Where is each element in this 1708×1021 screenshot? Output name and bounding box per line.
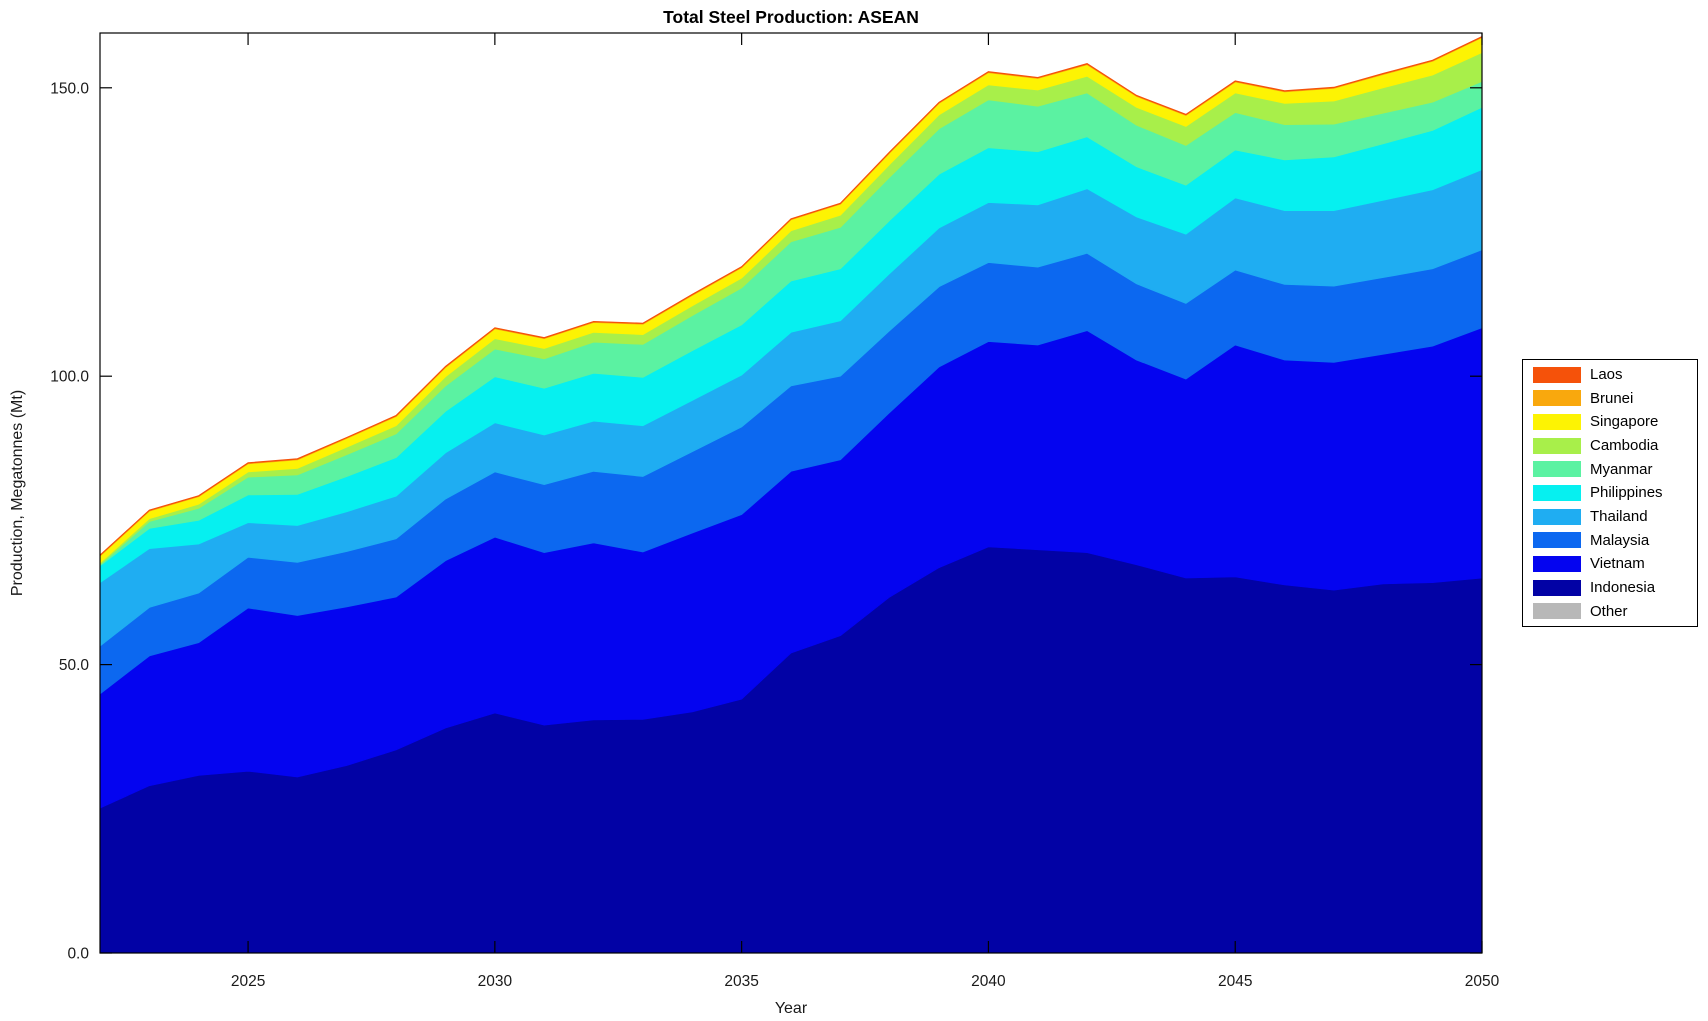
legend-item-cambodia: Cambodia [1523,435,1697,457]
legend-item-brunei: Brunei [1523,387,1697,409]
legend-label: Vietnam [1590,555,1645,573]
legend-label: Indonesia [1590,579,1656,597]
legend-label: Philippines [1590,484,1663,502]
legend-item-thailand: Thailand [1523,506,1697,528]
stacked-areas [99,35,1483,954]
legend-item-malaysia: Malaysia [1523,529,1697,551]
y-tick-label: 0.0 [67,946,89,963]
legend-label: Other [1590,602,1628,620]
legend-label: Malaysia [1590,531,1650,549]
legend-item-indonesia: Indonesia [1523,577,1697,599]
x-tick-label: 2050 [1465,973,1500,990]
legend-swatch [1533,437,1581,454]
x-tick-label: 2030 [478,973,513,990]
y-tick-label: 50.0 [59,657,90,674]
legend-swatch [1533,366,1581,383]
x-tick-label: 2025 [231,973,265,990]
legend-swatch [1533,508,1581,525]
x-tick-label: 2040 [971,973,1006,990]
chart-title: Total Steel Production: ASEAN [663,7,919,27]
legend-label: Laos [1590,366,1623,384]
legend-label: Brunei [1590,389,1634,407]
x-tick-label: 2035 [724,973,758,990]
legend-label: Singapore [1590,413,1659,431]
y-tick-label: 150.0 [50,80,89,97]
legend-item-myanmar: Myanmar [1523,458,1697,480]
x-axis-label: Year [775,1000,808,1017]
legend-label: Myanmar [1590,460,1653,478]
legend-item-philippines: Philippines [1523,482,1697,504]
legend-swatch [1533,579,1581,596]
legend-swatch [1533,484,1581,501]
plot-border [99,32,1483,954]
legend-swatch [1533,603,1581,620]
legend-item-other: Other [1523,600,1697,622]
y-tick-label: 100.0 [50,369,89,386]
axis-ticks [100,33,1483,954]
legend-swatch [1533,461,1581,478]
legend-item-laos: Laos [1523,364,1697,386]
legend-swatch [1533,532,1581,549]
y-axis-label: Production, Megatonnes (Mt) [9,390,26,596]
legend-label: Thailand [1590,508,1648,526]
legend: Laos Brunei Singapore Cambodia Myanmar Philip… [1522,359,1698,627]
legend-swatch [1533,555,1581,572]
legend-label: Cambodia [1590,437,1659,455]
legend-swatch [1533,413,1581,430]
legend-item-vietnam: Vietnam [1523,553,1697,575]
axis-tick-labels: 2025 2030 2035 2040 2045 2050 0.0 50.0 100.0 150.… [50,80,1499,990]
x-tick-label: 2045 [1218,973,1252,990]
legend-swatch [1533,390,1581,407]
legend-item-singapore: Singapore [1523,411,1697,433]
